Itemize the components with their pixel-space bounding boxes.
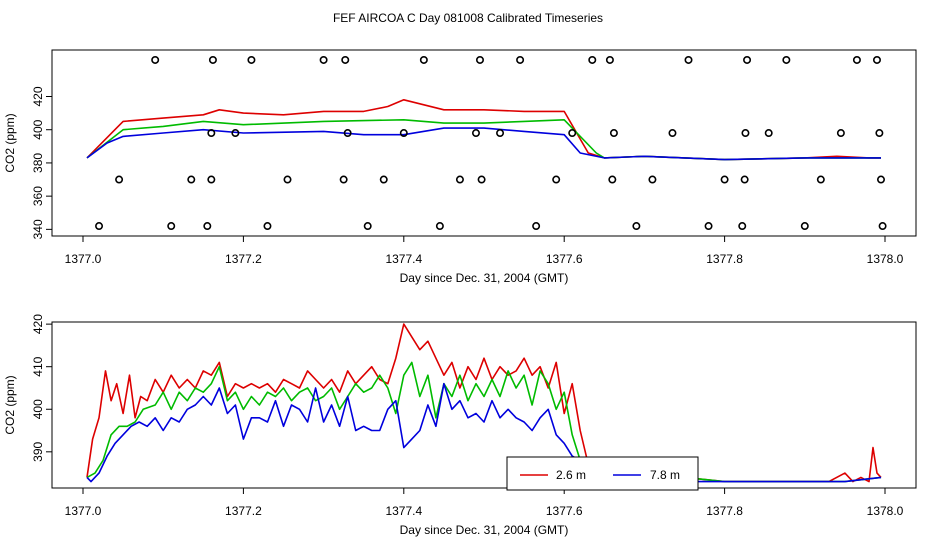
series-line-7-8-m	[86, 127, 881, 161]
plot-frame	[51, 321, 917, 489]
x-tick-label: 1377.4	[385, 252, 422, 266]
status-point	[151, 55, 160, 64]
legend: 2.6 m 7.8 m	[506, 456, 699, 491]
x-tick-label: 1378.0	[867, 504, 904, 518]
status-point	[684, 55, 693, 64]
legend-label-0: 2.6 m	[556, 468, 586, 482]
status-point	[668, 129, 677, 138]
x-axis-label: Day since Dec. 31, 2004 (GMT)	[400, 523, 569, 537]
status-point	[207, 175, 216, 184]
status-point	[475, 55, 484, 64]
status-point	[875, 129, 884, 138]
x-tick-label: 1377.0	[65, 504, 102, 518]
status-point	[516, 55, 525, 64]
status-point	[477, 175, 486, 184]
panel-bottom: 1377.0 1377.2 1377.4 1377.6 1377.8 1378.0 390 4…	[3, 314, 917, 537]
status-point	[95, 222, 104, 231]
status-point	[187, 175, 196, 184]
legend-box	[506, 456, 699, 491]
status-point	[115, 175, 124, 184]
status-point	[740, 175, 749, 184]
status-point	[167, 222, 176, 231]
series-line-2-6-m	[86, 323, 882, 483]
series-line-green	[86, 361, 882, 483]
plot-frame	[51, 49, 917, 237]
status-point	[876, 175, 885, 184]
y-tick-label: 410	[31, 356, 45, 376]
status-point	[764, 129, 773, 138]
status-point	[379, 175, 388, 184]
status-point	[532, 222, 541, 231]
status-point	[568, 129, 577, 138]
status-point	[852, 55, 861, 64]
x-tick-label: 1377.6	[546, 504, 583, 518]
y-tick-label: 360	[31, 186, 45, 206]
y-tick-label: 400	[31, 399, 45, 419]
status-point	[419, 55, 428, 64]
y-tick-label: 420	[31, 314, 45, 334]
status-point	[816, 175, 825, 184]
y-tick-label: 340	[31, 219, 45, 239]
status-point	[720, 175, 729, 184]
status-point	[231, 129, 240, 138]
legend-label-1: 7.8 m	[650, 468, 680, 482]
status-point	[704, 222, 713, 231]
x-tick-label: 1377.4	[385, 504, 422, 518]
status-point	[800, 222, 809, 231]
status-point	[552, 175, 561, 184]
status-point	[363, 222, 372, 231]
x-tick-label: 1377.2	[225, 504, 262, 518]
series-line-7-8-m	[86, 382, 882, 483]
chart-title: FEF AIRCOA C Day 081008 Calibrated Times…	[333, 11, 603, 25]
status-point	[343, 129, 352, 138]
x-tick-label: 1377.8	[706, 252, 743, 266]
status-point	[283, 175, 292, 184]
status-point	[878, 222, 887, 231]
status-point	[609, 129, 618, 138]
y-tick-label: 380	[31, 153, 45, 173]
y-tick-label: 400	[31, 119, 45, 139]
status-point	[247, 55, 256, 64]
status-point	[319, 55, 328, 64]
status-point	[588, 55, 597, 64]
status-point	[648, 175, 657, 184]
status-point	[208, 55, 217, 64]
series-line-green	[86, 119, 881, 161]
status-point	[471, 129, 480, 138]
y-axis-label: CO2 (ppm)	[3, 113, 17, 172]
status-point	[263, 222, 272, 231]
status-point	[341, 55, 350, 64]
x-tick-label: 1378.0	[867, 252, 904, 266]
status-point	[435, 222, 444, 231]
y-tick-label: 390	[31, 441, 45, 461]
status-point	[496, 129, 505, 138]
status-point	[782, 55, 791, 64]
status-point	[632, 222, 641, 231]
status-point	[738, 222, 747, 231]
status-point	[207, 129, 216, 138]
y-axis-label: CO2 (ppm)	[3, 375, 17, 434]
panel-top: 1377.0 1377.2 1377.4 1377.6 1377.8 1378.0 340 3…	[3, 49, 917, 285]
status-point	[339, 175, 348, 184]
y-tick-label: 420	[31, 86, 45, 106]
status-point	[455, 175, 464, 184]
status-point	[399, 129, 408, 138]
status-point	[203, 222, 212, 231]
x-tick-label: 1377.2	[225, 252, 262, 266]
x-axis-label: Day since Dec. 31, 2004 (GMT)	[400, 271, 569, 285]
status-point	[836, 129, 845, 138]
x-tick-label: 1377.6	[546, 252, 583, 266]
status-point	[608, 175, 617, 184]
x-tick-label: 1377.8	[706, 504, 743, 518]
status-point	[743, 55, 752, 64]
status-point	[741, 129, 750, 138]
status-point	[872, 55, 881, 64]
status-point	[605, 55, 614, 64]
x-tick-label: 1377.0	[65, 252, 102, 266]
